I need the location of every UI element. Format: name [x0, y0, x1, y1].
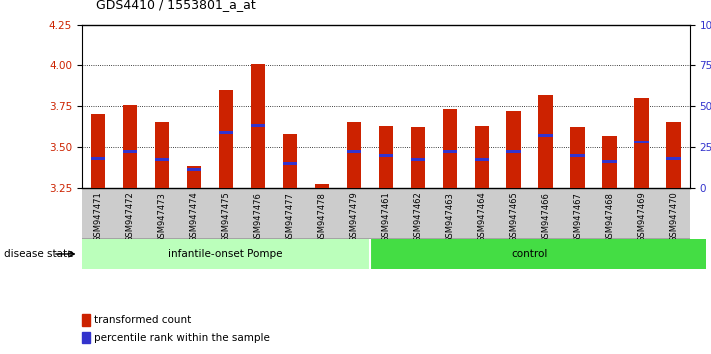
- Text: infantile-onset Pompe: infantile-onset Pompe: [169, 249, 283, 259]
- Bar: [282, 162, 297, 165]
- Bar: [218, 131, 233, 134]
- Bar: [378, 126, 393, 188]
- Bar: [410, 127, 425, 188]
- Text: control: control: [511, 249, 548, 259]
- Bar: [82, 239, 370, 269]
- Bar: [346, 122, 361, 188]
- Text: GSM947470: GSM947470: [669, 192, 678, 242]
- Bar: [346, 150, 361, 153]
- Bar: [250, 124, 265, 127]
- Text: GSM947478: GSM947478: [317, 192, 326, 242]
- Bar: [634, 141, 649, 143]
- Text: GSM947477: GSM947477: [285, 192, 294, 242]
- Bar: [666, 157, 681, 160]
- Text: GSM947475: GSM947475: [221, 192, 230, 242]
- Bar: [282, 134, 297, 188]
- Bar: [506, 111, 521, 188]
- Bar: [506, 150, 521, 153]
- Bar: [602, 136, 617, 188]
- Bar: [474, 159, 489, 161]
- Bar: [154, 159, 169, 161]
- Bar: [410, 159, 425, 161]
- Text: GSM947466: GSM947466: [541, 192, 550, 242]
- Bar: [442, 109, 457, 188]
- Bar: [474, 126, 489, 188]
- Bar: [250, 64, 265, 188]
- Text: percentile rank within the sample: percentile rank within the sample: [94, 333, 269, 343]
- Bar: [122, 150, 137, 153]
- Text: GSM947479: GSM947479: [349, 192, 358, 242]
- Bar: [218, 90, 233, 188]
- Bar: [570, 127, 585, 188]
- Bar: [538, 134, 553, 137]
- Text: GSM947468: GSM947468: [605, 192, 614, 242]
- Text: GSM947463: GSM947463: [445, 192, 454, 242]
- Bar: [90, 157, 105, 160]
- Text: GSM947476: GSM947476: [253, 192, 262, 242]
- Text: GSM947471: GSM947471: [93, 192, 102, 242]
- Text: GSM947465: GSM947465: [509, 192, 518, 242]
- Bar: [90, 114, 105, 188]
- Bar: [602, 160, 617, 163]
- Text: disease state: disease state: [4, 249, 73, 259]
- Text: GSM947472: GSM947472: [125, 192, 134, 242]
- Bar: [538, 95, 553, 188]
- Bar: [570, 154, 585, 156]
- Bar: [370, 239, 705, 269]
- Bar: [314, 184, 329, 188]
- Text: GDS4410 / 1553801_a_at: GDS4410 / 1553801_a_at: [96, 0, 256, 11]
- Text: GSM947469: GSM947469: [637, 192, 646, 242]
- Bar: [186, 168, 201, 171]
- Bar: [378, 154, 393, 156]
- Text: GSM947474: GSM947474: [189, 192, 198, 242]
- Bar: [186, 166, 201, 188]
- Text: GSM947462: GSM947462: [413, 192, 422, 242]
- Bar: [666, 122, 681, 188]
- Text: GSM947473: GSM947473: [157, 192, 166, 242]
- Text: GSM947467: GSM947467: [573, 192, 582, 242]
- Bar: [122, 104, 137, 188]
- Bar: [442, 150, 457, 153]
- Text: GSM947464: GSM947464: [477, 192, 486, 242]
- Text: GSM947461: GSM947461: [381, 192, 390, 242]
- Bar: [634, 98, 649, 188]
- Bar: [154, 122, 169, 188]
- Text: transformed count: transformed count: [94, 315, 191, 325]
